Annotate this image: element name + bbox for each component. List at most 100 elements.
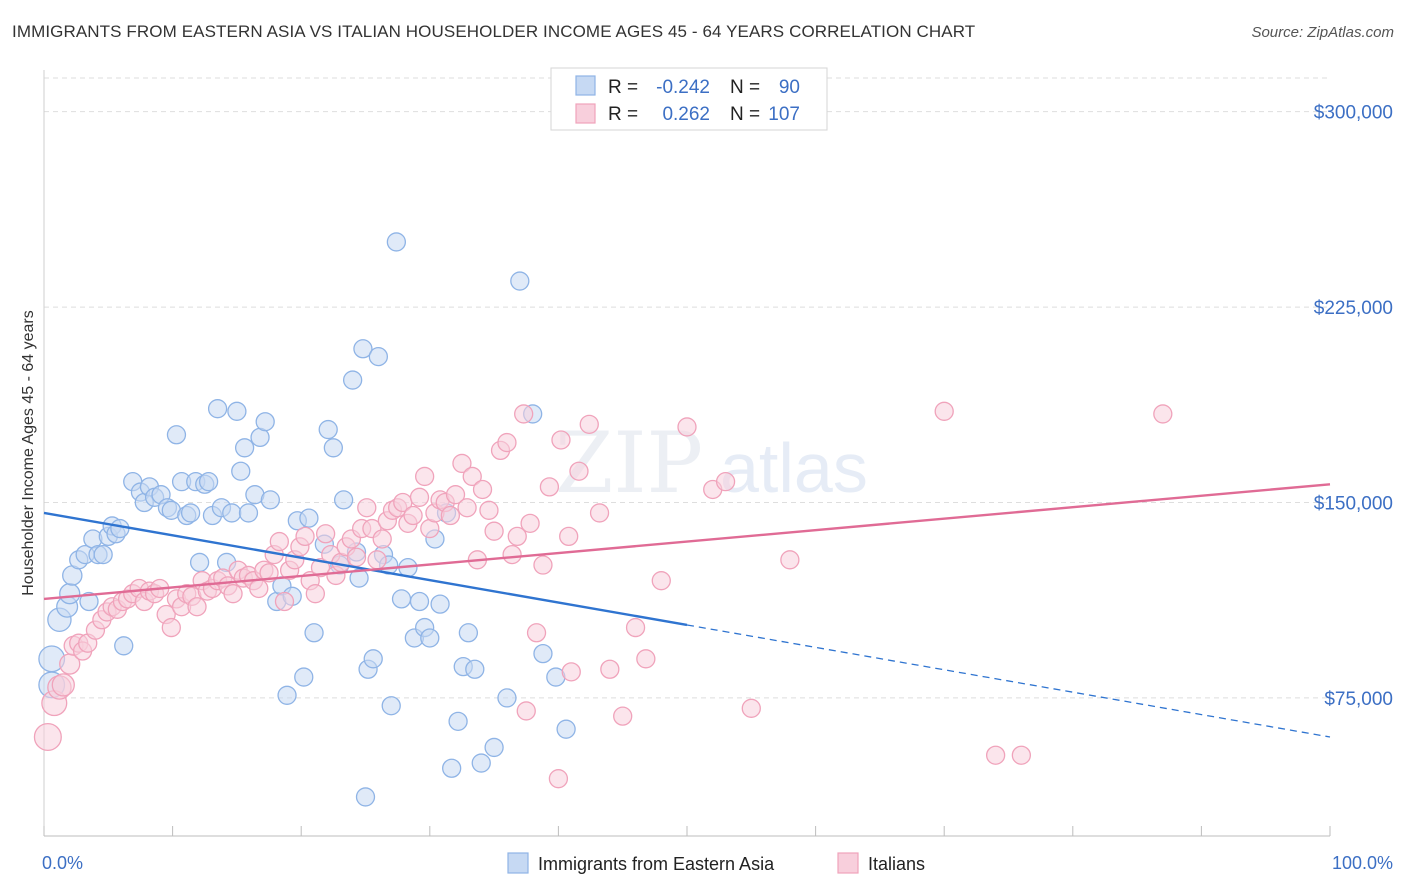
point-eastern-asia (497, 688, 517, 708)
point-italians (403, 505, 423, 526)
point-italians (409, 487, 430, 507)
point-italians (479, 500, 499, 520)
legend-n-label-1: N = (730, 77, 760, 98)
point-eastern-asia (484, 737, 504, 758)
point-italians (274, 591, 295, 612)
point-eastern-asia (180, 503, 201, 523)
point-eastern-asia (381, 696, 401, 716)
x-tick-label-min: 0.0% (42, 853, 83, 873)
point-italians (561, 662, 581, 682)
y-tick-label: $150,000 (1314, 494, 1393, 515)
point-eastern-asia (465, 659, 485, 679)
point-italians (613, 706, 633, 726)
point-eastern-asia (93, 544, 113, 565)
point-italians (551, 430, 571, 450)
point-eastern-asia (234, 438, 255, 458)
x-ticks (43, 826, 1331, 836)
point-italians (780, 550, 800, 570)
point-eastern-asia (198, 472, 219, 492)
trend-lines (43, 483, 1331, 738)
point-eastern-asia (386, 232, 407, 252)
series-legend-swatch-eastern-asia (507, 852, 529, 874)
point-eastern-asia (189, 552, 210, 573)
point-italians (484, 521, 504, 541)
point-eastern-asia (363, 649, 383, 669)
legend-swatch-italians (575, 103, 596, 124)
point-italians (346, 547, 367, 567)
point-italians (367, 550, 387, 570)
point-eastern-asia (355, 787, 376, 807)
point-italians (934, 401, 954, 421)
series-legend-label-eastern-asia: Immigrants from Eastern Asia (538, 854, 775, 874)
point-italians (1153, 404, 1173, 424)
trend-line-eastern-asia-extrapolated (686, 624, 1331, 738)
series-legend-swatch-italians (837, 852, 859, 874)
legend-r-label-2: R = (608, 104, 638, 125)
point-eastern-asia (556, 719, 576, 739)
point-eastern-asia (448, 711, 468, 732)
point-eastern-asia (368, 346, 389, 367)
point-italians (548, 769, 569, 789)
point-eastern-asia (442, 758, 462, 778)
point-italians (507, 526, 527, 547)
point-eastern-asia (79, 591, 99, 612)
point-italians (600, 659, 620, 679)
legend-n-value-1: 90 (779, 77, 800, 98)
point-italians (533, 555, 553, 575)
chart-source: Source: ZipAtlas.com (1251, 24, 1394, 41)
y-tick-label: $300,000 (1314, 103, 1393, 124)
point-italians (516, 701, 536, 721)
point-italians (651, 571, 671, 591)
point-eastern-asia (59, 583, 81, 605)
chart-title: IMMIGRANTS FROM EASTERN ASIA VS ITALIAN … (12, 22, 976, 41)
point-italians (715, 472, 736, 492)
point-italians (1011, 745, 1032, 765)
point-eastern-asia (222, 503, 242, 523)
point-italians (497, 432, 517, 453)
point-eastern-asia (231, 461, 251, 481)
y-tick-label: $225,000 (1314, 298, 1393, 319)
y-axis-label: Householder Income Ages 45 - 64 years (20, 310, 37, 596)
trend-line-eastern-asia (43, 511, 688, 627)
point-eastern-asia (304, 623, 324, 643)
data-points (33, 232, 1173, 807)
point-eastern-asia (420, 628, 440, 648)
point-italians (741, 698, 761, 718)
legend-n-label-2: N = (730, 104, 760, 125)
point-italians (33, 722, 62, 752)
point-italians (526, 623, 547, 643)
point-eastern-asia (110, 518, 130, 539)
y-tick-label: $75,000 (1324, 689, 1393, 710)
correlation-legend: R = -0.242 N = 90 R = 0.262 N = 107 (550, 67, 828, 131)
point-italians (315, 524, 336, 544)
point-italians (589, 503, 610, 523)
gridlines (44, 77, 1330, 699)
point-eastern-asia (430, 594, 450, 614)
series-legend-label-italians: Italians (868, 854, 925, 874)
point-italians (305, 584, 325, 604)
point-eastern-asia (333, 490, 354, 510)
watermark-atlas: atlas (720, 429, 868, 507)
point-italians (223, 584, 243, 604)
point-eastern-asia (294, 667, 314, 687)
point-eastern-asia (409, 591, 430, 612)
point-italians (462, 466, 482, 487)
legend-r-value-1: -0.242 (656, 77, 710, 98)
point-eastern-asia (227, 401, 247, 421)
point-italians (520, 513, 540, 533)
point-italians (636, 649, 656, 669)
point-italians (502, 544, 522, 565)
point-eastern-asia (238, 503, 259, 523)
point-italians (452, 453, 472, 474)
point-eastern-asia (166, 425, 187, 445)
legend-n-value-2: 107 (768, 104, 800, 125)
series-legend: Immigrants from Eastern Asia Italians (507, 852, 925, 874)
y-tick-labels: $75,000 $150,000 $225,000 $300,000 (1314, 103, 1393, 710)
point-italians (457, 498, 477, 518)
point-italians (310, 557, 331, 578)
point-eastern-asia (391, 589, 412, 609)
point-eastern-asia (277, 685, 297, 705)
point-eastern-asia (255, 412, 275, 432)
point-italians (357, 498, 377, 518)
